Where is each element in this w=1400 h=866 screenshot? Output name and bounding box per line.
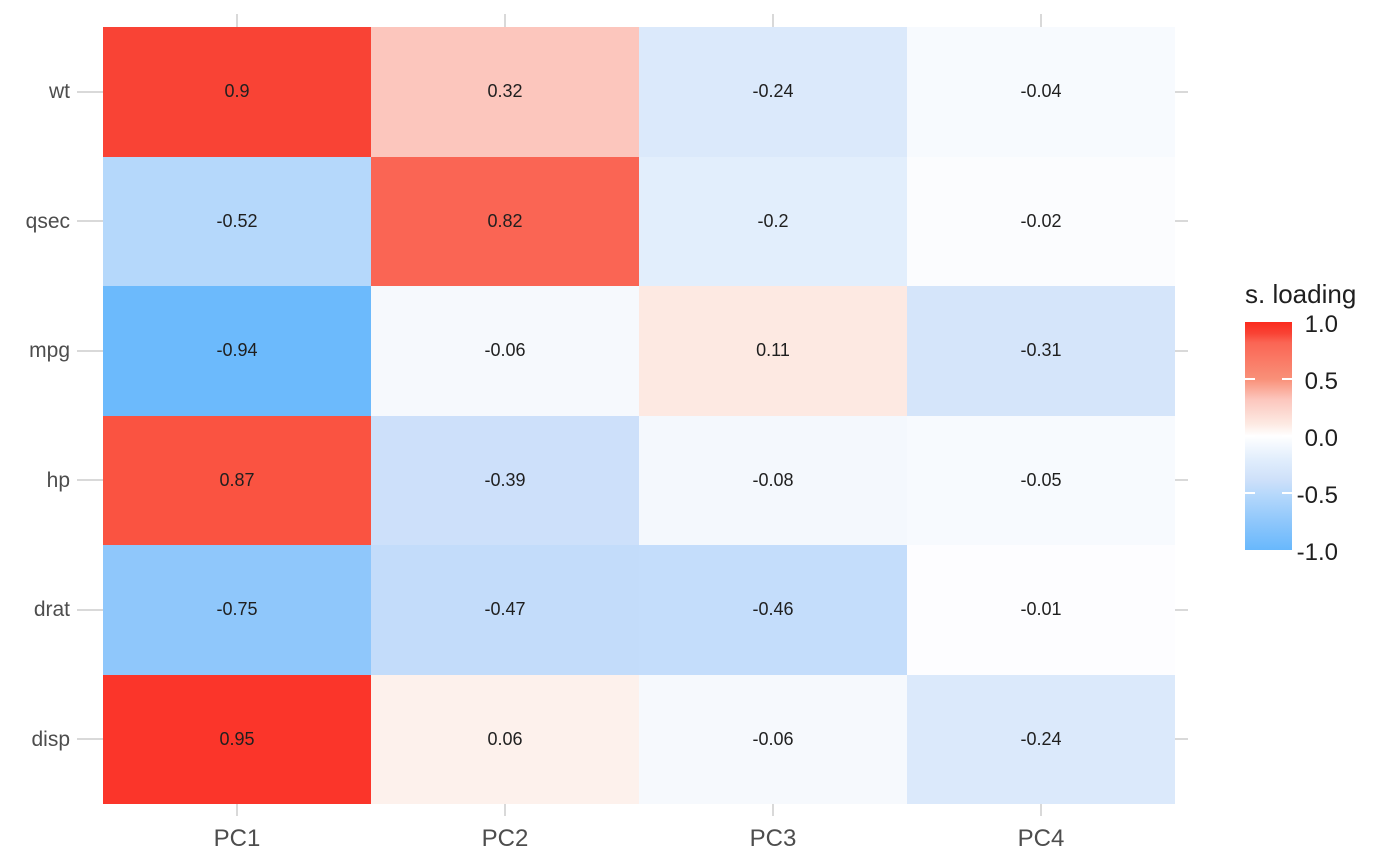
y-axis-left-tick-wt [77, 90, 103, 93]
heatmap-cell-hp-PC3: -0.08 [639, 415, 907, 545]
heatmap-cell-disp-PC1: 0.95 [103, 674, 371, 804]
x-axis-bottom-tick-PC1 [236, 804, 238, 816]
y-axis-right-tick-mpg [1175, 349, 1188, 352]
x-axis-label-PC1: PC1 [213, 825, 261, 852]
x-axis-top-tick-PC2 [504, 14, 506, 27]
legend-break-notch [1282, 378, 1292, 380]
y-axis-label-wt: wt [49, 80, 70, 104]
y-axis-label-disp: disp [31, 727, 70, 751]
cell-value-label: -0.46 [752, 599, 794, 620]
legend-break-notch [1245, 435, 1255, 437]
heatmap-cell-wt-PC4: -0.04 [907, 27, 1175, 157]
legend-tick-label--0.5: -0.5 [1296, 482, 1338, 509]
legend-break-notch [1245, 378, 1255, 380]
y-axis-left-tick-qsec [77, 220, 103, 223]
cell-value-label: 0.87 [219, 469, 255, 490]
x-axis-top-tick-PC1 [236, 14, 238, 27]
x-axis-bottom-tick-PC3 [772, 804, 774, 816]
heatmap-cell-drat-PC2: -0.47 [371, 545, 639, 675]
cell-value-label: -0.06 [484, 340, 526, 361]
x-axis-bottom-tick-PC2 [504, 804, 506, 816]
cell-value-label: -0.39 [484, 469, 526, 490]
heatmap-cell-qsec-PC3: -0.2 [639, 156, 907, 286]
y-axis-left-tick-drat [77, 608, 103, 611]
y-axis-right-tick-wt [1175, 90, 1188, 93]
x-axis-bottom-tick-PC4 [1040, 804, 1042, 816]
cell-value-label: -0.24 [752, 81, 794, 102]
cell-value-label: -0.24 [1020, 728, 1062, 749]
heatmap-cell-qsec-PC1: -0.52 [103, 156, 371, 286]
cell-value-label: 0.06 [487, 728, 523, 749]
heatmap-cell-hp-PC1: 0.87 [103, 415, 371, 545]
heatmap-cell-disp-PC2: 0.06 [371, 674, 639, 804]
heatmap-cell-wt-PC3: -0.24 [639, 27, 907, 157]
y-axis-right-tick-disp [1175, 738, 1188, 741]
cell-value-label: -0.2 [757, 210, 789, 231]
cell-value-label: -0.31 [1020, 340, 1062, 361]
heatmap-cell-mpg-PC4: -0.31 [907, 286, 1175, 416]
cell-value-label: -0.94 [216, 340, 258, 361]
cell-value-label: -0.01 [1020, 599, 1062, 620]
y-axis-label-qsec: qsec [25, 209, 70, 233]
heatmap-cell-drat-PC1: -0.75 [103, 545, 371, 675]
heatmap-cell-qsec-PC2: 0.82 [371, 156, 639, 286]
y-axis-label-hp: hp [46, 468, 70, 492]
y-axis-label-mpg: mpg [29, 339, 70, 363]
y-axis-label-drat: drat [33, 598, 70, 622]
cell-value-label: -0.04 [1020, 81, 1062, 102]
x-axis-label-PC3: PC3 [749, 825, 797, 852]
cell-value-label: -0.52 [216, 210, 258, 231]
cell-value-label: 0.9 [224, 81, 250, 102]
heatmap-cell-qsec-PC4: -0.02 [907, 156, 1175, 286]
cell-value-label: -0.06 [752, 728, 794, 749]
heatmap-cell-disp-PC4: -0.24 [907, 674, 1175, 804]
y-axis-right-tick-qsec [1175, 220, 1188, 223]
y-axis-left-tick-mpg [77, 349, 103, 352]
heatmap-cell-wt-PC2: 0.32 [371, 27, 639, 157]
legend-tick-label-0.5: 0.5 [1304, 368, 1338, 395]
legend-gradient-bar [1245, 322, 1292, 550]
heatmap-cell-hp-PC2: -0.39 [371, 415, 639, 545]
legend-tick-label-0.0: 0.0 [1304, 425, 1338, 452]
heatmap-cell-hp-PC4: -0.05 [907, 415, 1175, 545]
y-axis-left-tick-disp [77, 738, 103, 741]
cell-value-label: -0.47 [484, 599, 526, 620]
cell-value-label: -0.05 [1020, 469, 1062, 490]
cell-value-label: 0.95 [219, 728, 255, 749]
cell-value-label: -0.08 [752, 469, 794, 490]
y-axis-right-tick-hp [1175, 479, 1188, 482]
legend-title: s. loading [1245, 279, 1357, 309]
heatmap-cell-mpg-PC2: -0.06 [371, 286, 639, 416]
cell-value-label: 0.11 [756, 340, 790, 361]
heatmap-cell-drat-PC4: -0.01 [907, 545, 1175, 675]
legend-break-notch [1282, 435, 1292, 437]
x-axis-label-PC2: PC2 [481, 825, 529, 852]
cell-value-label: 0.82 [487, 210, 523, 231]
x-axis-top-tick-PC4 [1040, 14, 1042, 27]
cell-value-label: -0.75 [216, 599, 258, 620]
legend-break-notch [1282, 492, 1292, 494]
heatmap-cell-mpg-PC3: 0.11 [639, 286, 907, 416]
legend-tick-label-1.0: 1.0 [1304, 311, 1338, 338]
cell-value-label: 0.32 [487, 81, 523, 102]
legend-break-notch [1245, 492, 1255, 494]
heatmap-cell-wt-PC1: 0.9 [103, 27, 371, 157]
heatmap-cell-mpg-PC1: -0.94 [103, 286, 371, 416]
cell-value-label: -0.02 [1020, 210, 1062, 231]
y-axis-left-tick-hp [77, 479, 103, 482]
legend-tick-label--1.0: -1.0 [1296, 539, 1338, 566]
heatmap-cell-drat-PC3: -0.46 [639, 545, 907, 675]
y-axis-right-tick-drat [1175, 608, 1188, 611]
x-axis-label-PC4: PC4 [1017, 825, 1065, 852]
heatmap-cell-disp-PC3: -0.06 [639, 674, 907, 804]
x-axis-top-tick-PC3 [772, 14, 774, 27]
